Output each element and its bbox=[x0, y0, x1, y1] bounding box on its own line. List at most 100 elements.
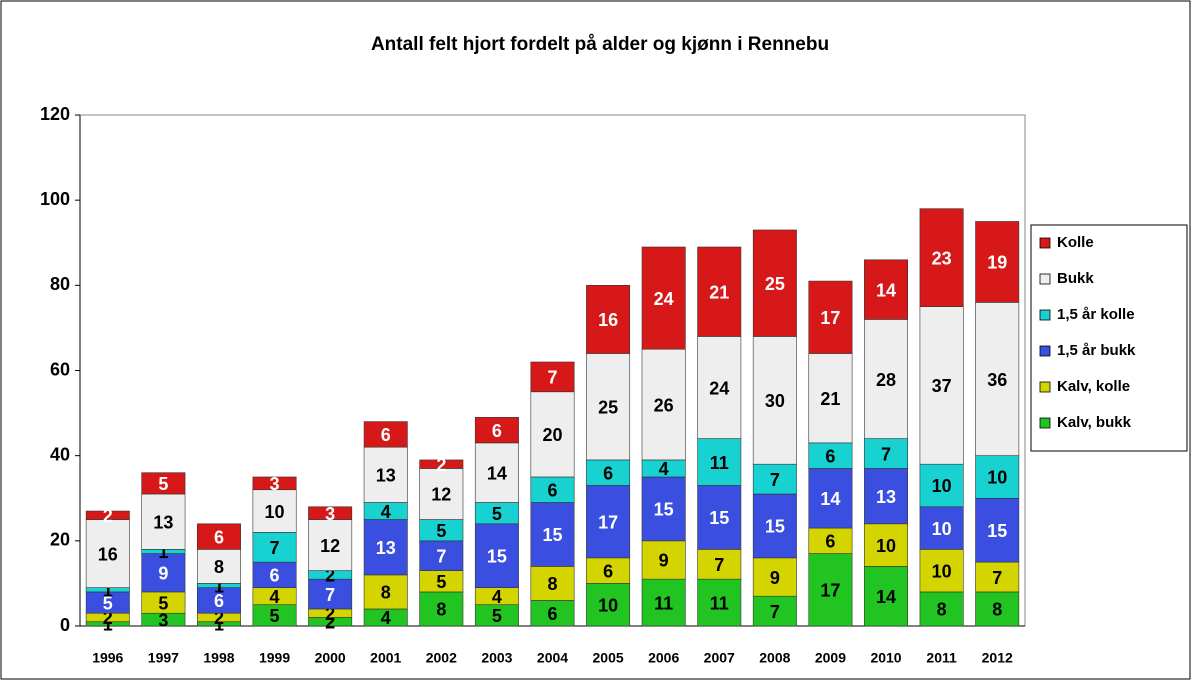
bar-segment bbox=[363, 574, 408, 610]
legend-label: 1,5 år kolle bbox=[1057, 306, 1135, 323]
legend-swatch bbox=[1039, 309, 1051, 321]
data-label: 2 bbox=[325, 566, 335, 586]
bar-segment bbox=[752, 595, 797, 627]
data-label: 14 bbox=[487, 463, 507, 483]
data-label: 10 bbox=[876, 536, 896, 556]
data-label: 14 bbox=[820, 489, 840, 509]
data-label: 6 bbox=[603, 561, 613, 581]
data-label: 3 bbox=[270, 474, 280, 494]
data-label: 9 bbox=[158, 564, 168, 584]
data-label: 10 bbox=[932, 476, 952, 496]
x-tick-label: 2011 bbox=[926, 650, 957, 666]
legend-swatch bbox=[1039, 345, 1051, 357]
data-label: 5 bbox=[158, 593, 168, 613]
bar-segment bbox=[919, 463, 964, 508]
bar-segment bbox=[141, 493, 186, 550]
bar-segment bbox=[808, 353, 853, 444]
data-label: 15 bbox=[654, 500, 674, 520]
bar-segment bbox=[975, 561, 1020, 593]
data-label: 9 bbox=[770, 568, 780, 588]
data-label: 26 bbox=[654, 395, 674, 415]
legend-swatch bbox=[1039, 237, 1051, 249]
data-label: 21 bbox=[820, 389, 840, 409]
data-label: 9 bbox=[659, 551, 669, 571]
x-tick-label: 2007 bbox=[704, 650, 735, 666]
data-label: 7 bbox=[881, 444, 891, 464]
data-label: 10 bbox=[265, 502, 285, 522]
data-label: 7 bbox=[270, 538, 280, 558]
bar-segment bbox=[919, 208, 964, 307]
y-tick-label: 120 bbox=[40, 104, 70, 124]
data-label: 4 bbox=[659, 459, 669, 479]
x-tick-label: 1997 bbox=[148, 650, 179, 666]
y-tick-label: 20 bbox=[50, 530, 70, 550]
legend-label: Kalv, bukk bbox=[1057, 414, 1132, 431]
bar-segment bbox=[252, 476, 297, 491]
bar-segment bbox=[975, 591, 1020, 627]
x-tick-label: 2003 bbox=[481, 650, 512, 666]
data-label: 25 bbox=[765, 274, 785, 294]
x-tick-label: 2001 bbox=[370, 650, 401, 666]
bar-segment bbox=[864, 438, 909, 469]
data-label: 24 bbox=[654, 289, 674, 309]
data-label: 5 bbox=[436, 521, 446, 541]
bar-segment bbox=[308, 506, 353, 520]
data-label: 14 bbox=[876, 587, 896, 607]
legend-swatch bbox=[1039, 381, 1051, 393]
x-tick-label: 2002 bbox=[426, 650, 457, 666]
bar-segment bbox=[808, 553, 853, 627]
data-label: 6 bbox=[492, 421, 502, 441]
data-label: 13 bbox=[376, 466, 396, 486]
data-label: 23 bbox=[932, 248, 952, 268]
x-tick-label: 2006 bbox=[648, 650, 679, 666]
x-tick-label: 2004 bbox=[537, 650, 568, 666]
bar-segment bbox=[919, 549, 964, 593]
data-label: 8 bbox=[436, 600, 446, 620]
x-tick-label: 1998 bbox=[203, 650, 234, 666]
bar-segment bbox=[419, 459, 464, 469]
data-label: 17 bbox=[820, 581, 840, 601]
data-label: 16 bbox=[598, 310, 618, 330]
data-label: 5 bbox=[103, 593, 113, 613]
bar-segment bbox=[641, 578, 686, 627]
bar-segment bbox=[864, 566, 909, 627]
legend-label: 1,5 år bukk bbox=[1057, 342, 1136, 359]
x-tick-label: 2008 bbox=[759, 650, 790, 666]
data-label: 7 bbox=[325, 585, 335, 605]
bar-segment bbox=[752, 463, 797, 495]
bar-segment bbox=[697, 549, 742, 580]
x-tick-label: 2012 bbox=[982, 650, 1013, 666]
data-label: 8 bbox=[214, 557, 224, 577]
data-label: 5 bbox=[492, 504, 502, 524]
data-label: 8 bbox=[992, 600, 1002, 620]
bar-segment bbox=[975, 221, 1020, 303]
data-label: 7 bbox=[714, 555, 724, 575]
bar-segment bbox=[530, 361, 575, 393]
data-label: 10 bbox=[932, 519, 952, 539]
data-label: 1 bbox=[158, 542, 168, 562]
data-label: 11 bbox=[710, 593, 729, 613]
bar-segment bbox=[474, 442, 519, 503]
data-label: 4 bbox=[492, 587, 502, 607]
data-label: 6 bbox=[547, 604, 557, 624]
data-label: 4 bbox=[270, 587, 280, 607]
data-label: 15 bbox=[542, 525, 562, 545]
data-label: 7 bbox=[547, 368, 557, 388]
x-tick-label: 2005 bbox=[593, 650, 624, 666]
y-tick-label: 40 bbox=[50, 444, 70, 464]
bar-segment bbox=[975, 302, 1020, 456]
bar-segment bbox=[419, 468, 464, 520]
data-label: 3 bbox=[325, 504, 335, 524]
bar-segment bbox=[641, 246, 686, 350]
data-label: 30 bbox=[765, 391, 785, 411]
bar-segment bbox=[363, 446, 408, 503]
data-label: 1 bbox=[214, 615, 224, 635]
data-label: 19 bbox=[987, 253, 1007, 273]
bar-segment bbox=[196, 523, 241, 550]
data-label: 8 bbox=[547, 574, 557, 594]
bar-segment bbox=[308, 519, 353, 571]
data-label: 7 bbox=[436, 546, 446, 566]
bar-segment bbox=[752, 336, 797, 465]
data-label: 2 bbox=[214, 608, 224, 628]
